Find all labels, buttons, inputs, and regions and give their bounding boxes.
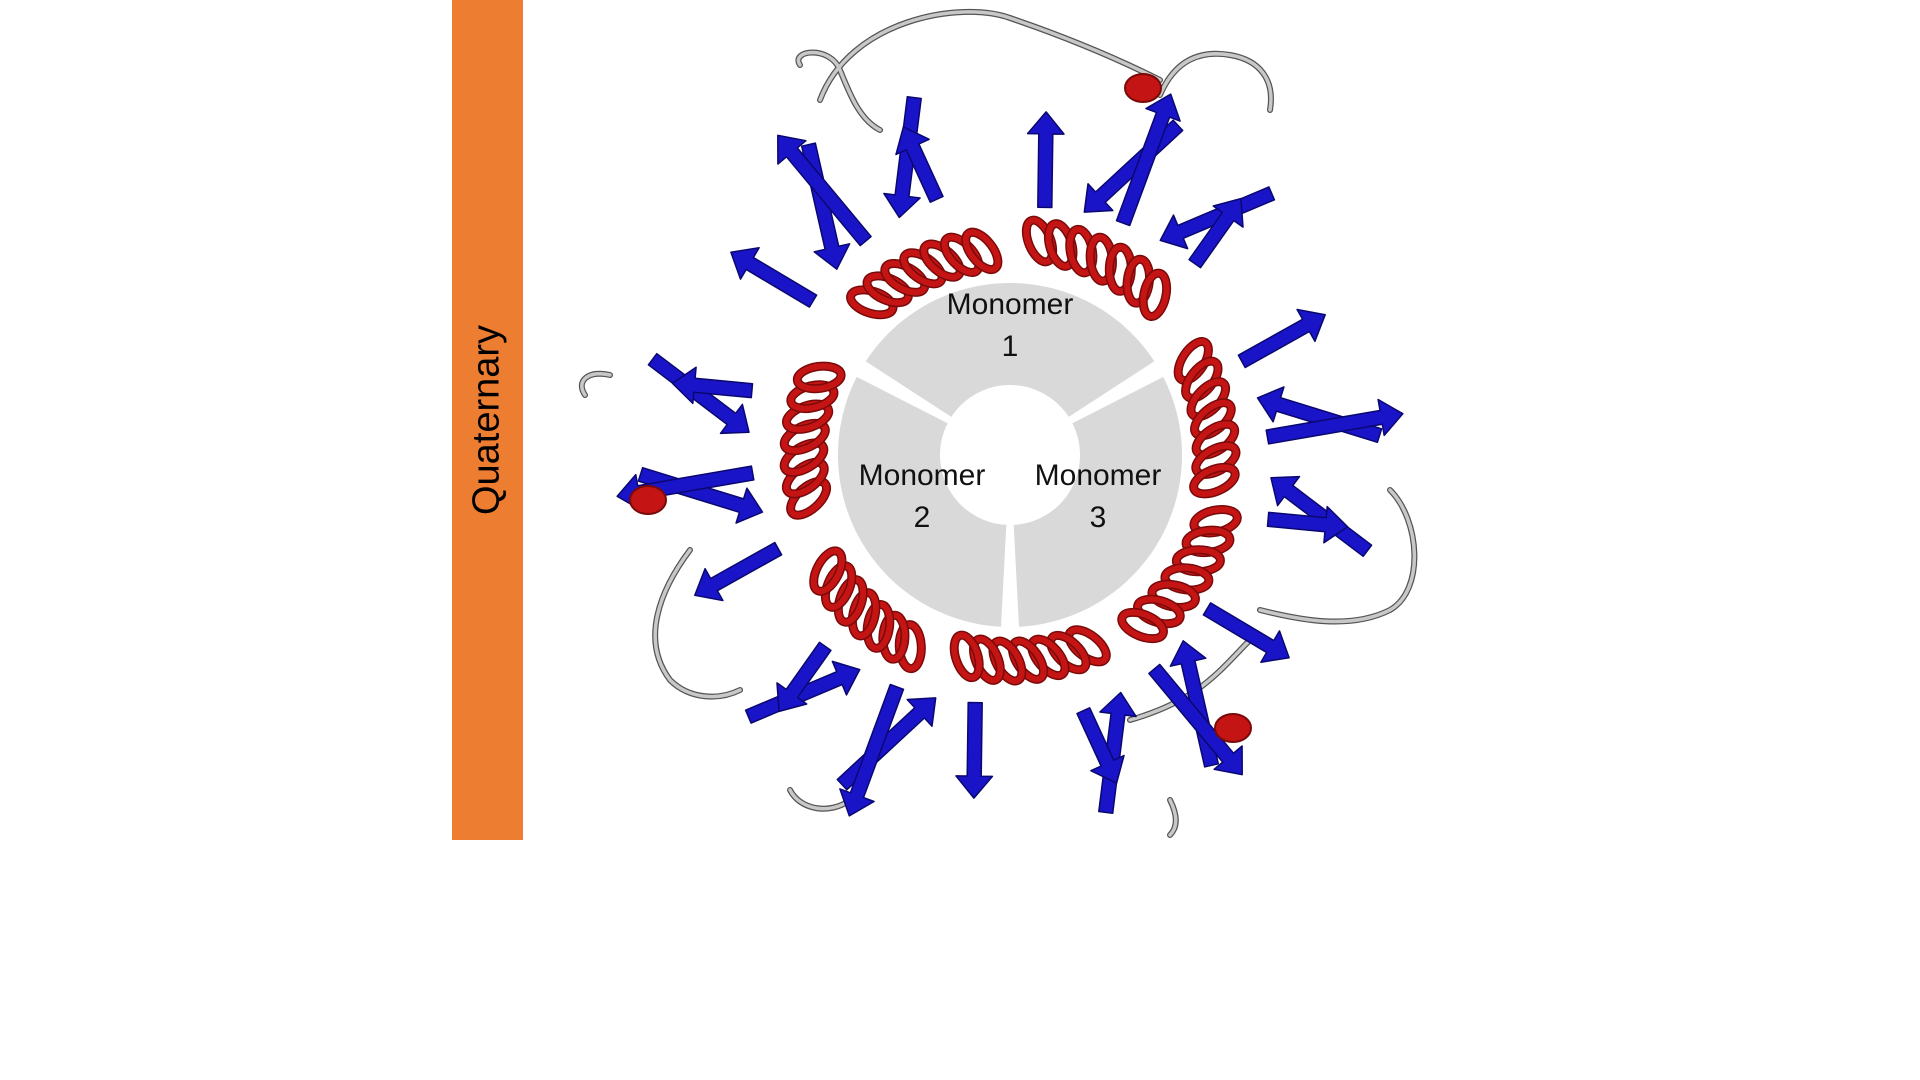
beta-sheet-cluster-6: [616, 352, 783, 602]
monomer-1-segment: [865, 283, 1155, 417]
monomer-3-label-line2: 3: [1090, 501, 1107, 534]
beta-sheet-cluster-3: [1237, 308, 1404, 558]
helix-small-3: [1214, 713, 1252, 743]
monomer-1-label-line1: Monomer: [947, 288, 1074, 321]
loop-top-right: [1157, 50, 1274, 113]
quaternary-bar: [452, 0, 523, 840]
monomer-donut: [837, 283, 1183, 627]
loop-coils: [578, 8, 1418, 838]
beta-sheet-cluster-1: [730, 95, 944, 308]
helix-small-2: [629, 485, 667, 515]
beta-sheet-cluster-5: [744, 641, 994, 817]
beta-sheet-cluster-4: [1076, 602, 1290, 815]
beta-sheet-cluster-2: [1026, 93, 1276, 269]
loop-top-left: [795, 49, 883, 133]
helix-4: [1117, 504, 1242, 644]
alpha-helices: [629, 73, 1252, 743]
monomer-labels: Monomer 1 Monomer 2 Monomer 3: [859, 288, 1162, 534]
monomer-2-label-line1: Monomer: [859, 459, 986, 492]
monomer-2-segment: [837, 376, 1007, 627]
monomer-2-label-line2: 2: [914, 501, 931, 534]
helix-7: [779, 361, 846, 520]
helix-6: [809, 546, 926, 674]
helix-5: [949, 625, 1111, 686]
monomer-3-segment: [1013, 376, 1183, 627]
helix-small-1: [1124, 73, 1162, 103]
monomer-1-label-line2: 1: [1002, 330, 1019, 363]
helix-2: [1021, 215, 1172, 321]
helix-3: [1173, 337, 1241, 499]
helix-1: [846, 227, 1003, 320]
loop-right: [1257, 487, 1418, 625]
monomer-3-label-line1: Monomer: [1035, 459, 1162, 492]
beta-sheets: [616, 93, 1404, 817]
